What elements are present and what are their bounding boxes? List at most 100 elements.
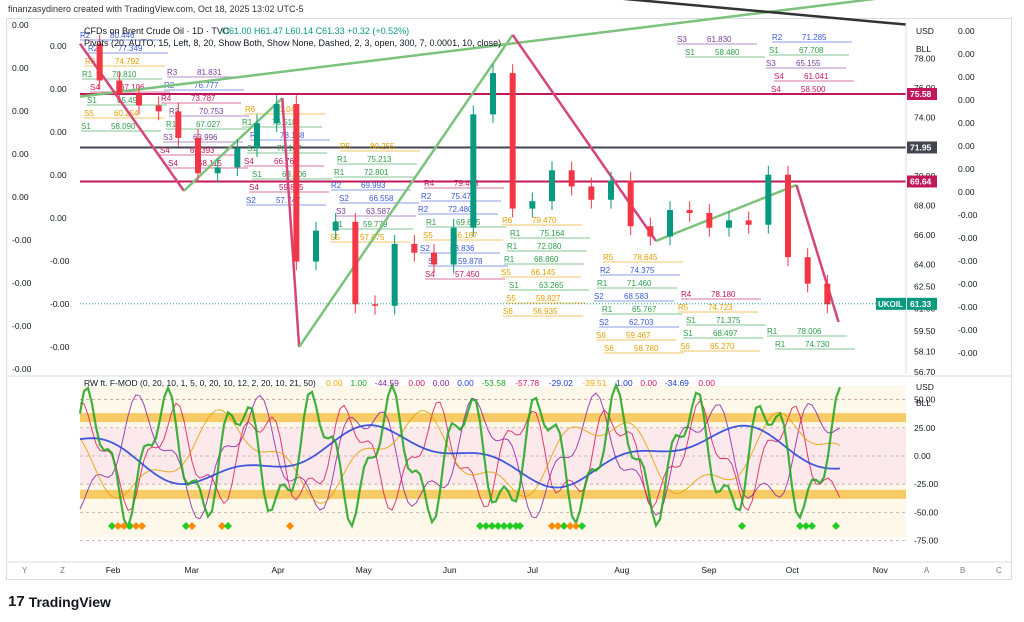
pivot-level-value: 75.164 — [540, 229, 565, 238]
candle — [136, 84, 142, 115]
oscillator-line-blue — [79, 424, 841, 489]
pivot-level-name: S4 — [244, 157, 254, 166]
pivot-level-value: 59.779 — [363, 220, 388, 229]
left-axis-label: 0.00 — [50, 127, 67, 137]
tradingview-logo: 17 TradingView — [8, 593, 111, 610]
candle-body — [509, 73, 516, 209]
left-axis-label: -0.00 — [50, 256, 70, 266]
candle-body — [824, 283, 831, 305]
pivot-level: S4 58.500 — [771, 85, 851, 95]
pivot-level: S6 58.780 — [604, 344, 684, 354]
oscillator-currency: USD — [916, 382, 934, 392]
candle-body — [686, 210, 693, 213]
pivot-level-value: 65.490 — [117, 96, 142, 105]
pivot-level-value: 57.675 — [360, 233, 385, 242]
candle — [470, 105, 477, 237]
pivot-level: S1 68.497 — [683, 329, 763, 339]
price-badge-label: 71.95 — [910, 142, 932, 152]
signal-diamond — [132, 521, 140, 530]
outer-axis-label: 0.00 — [958, 141, 975, 151]
candle — [509, 64, 516, 218]
pivot-level-value: 68.583 — [624, 292, 649, 301]
pivot-level-name: S5 — [423, 231, 433, 240]
pivot-level-name: S1 — [81, 122, 91, 131]
pivot-level: S5 66.187 — [423, 231, 503, 241]
candle-body — [411, 243, 418, 253]
pivot-level: R2 80.446 — [80, 31, 160, 41]
pivot-level-name: S2 — [599, 318, 609, 327]
pivot-level-name: R1 — [337, 155, 348, 164]
pivot-level: R4 78.180 — [681, 290, 761, 300]
candle-body — [765, 174, 772, 225]
pivot-level-value: 66.145 — [531, 268, 556, 277]
signal-diamond — [832, 521, 840, 530]
oscillator-axis-label: 50.00 — [914, 395, 936, 405]
signal-diamond — [126, 521, 134, 530]
time-axis-corner: Y — [22, 566, 28, 575]
pivot-level-value: 61.830 — [707, 35, 732, 44]
oscillator-pane: 50.00 25.00 0.00 -25.00 -50.00 -75.00 USD BLL RW… — [6, 375, 1012, 546]
outer-axis-label: 0.00 — [958, 95, 975, 105]
signal-diamond — [796, 521, 804, 530]
pivot-level: R1 75.164 — [510, 229, 590, 239]
pivot-level-value: 58.500 — [801, 85, 826, 94]
pivot-level-name: S1 — [252, 170, 262, 179]
pivot-level-name: S2 — [420, 244, 430, 253]
signal-diamond — [224, 521, 232, 530]
pivot-level-name: S3 — [677, 35, 687, 44]
pivot-level-value: 71.285 — [802, 33, 827, 42]
pivot-level-name: R2 — [418, 205, 429, 214]
candle-body — [490, 73, 496, 115]
price-badge-bg — [907, 175, 937, 188]
oscillator-legend: RW ft. F-MOD (0, 20, 10, 1, 5, 0, 20, 10… — [84, 378, 715, 388]
candle — [372, 295, 378, 315]
pivot-level-value: 75.470 — [451, 192, 476, 201]
candle-body — [568, 170, 575, 187]
pivot-level-name: S3 — [766, 59, 776, 68]
price-tick-label: 58.10 — [914, 346, 936, 356]
time-tick-label: Nov — [873, 565, 889, 575]
price-badge: 71.95 — [907, 141, 937, 154]
candle-body — [293, 104, 300, 262]
pivot-level-value: 69.665 — [456, 218, 481, 227]
pivot-level: S1 58.090 — [81, 122, 161, 132]
signal-diamond — [108, 521, 116, 530]
price-badge: 69.64 — [907, 175, 937, 188]
pivot-level-value: 65.767 — [632, 305, 657, 314]
price-tick-label: 66.00 — [914, 230, 936, 240]
signal-diamond — [566, 521, 574, 530]
candle — [490, 64, 496, 124]
pivot-level: R1 69.665 — [426, 218, 506, 228]
pivot-level: R1 75.213 — [337, 155, 417, 165]
pivot-level: S3 65.155 — [766, 59, 846, 69]
zigzag-segment — [298, 34, 514, 348]
candle-body — [372, 304, 378, 306]
pivot-level-value: 68.860 — [534, 255, 559, 264]
pivot-level-name: R4 — [161, 94, 172, 103]
pivot-level-value: 67.708 — [799, 46, 824, 55]
zoom-toggle: Z — [60, 566, 65, 575]
signal-diamond — [188, 521, 196, 530]
pivot-level: S6 65.270 — [680, 342, 760, 352]
signal-diamond — [500, 521, 508, 530]
pivot-level-value: 65.155 — [796, 59, 821, 68]
tradingview-mark-icon: 17 — [8, 593, 25, 610]
pivot-level-value: 63.265 — [539, 281, 564, 290]
outer-axis-label: 0.00 — [958, 72, 975, 82]
signal-diamond — [286, 521, 294, 530]
pivot-level: R1 65.767 — [602, 305, 682, 315]
pivot-level-name: S1 — [509, 281, 519, 290]
candle-body — [234, 148, 241, 168]
outer-axis-label: -0.00 — [958, 256, 978, 266]
oscillator-line-green — [78, 382, 842, 530]
outer-axis-label: -0.00 — [958, 325, 978, 335]
pivot-level-value: 63.996 — [193, 133, 218, 142]
pivot-level-value: 59.865 — [279, 183, 304, 192]
pivot-level-value: 79.470 — [532, 216, 557, 225]
pivot-level-name: R1 — [597, 279, 608, 288]
pivot-level: S2 66.558 — [339, 194, 419, 204]
oscillator-axis-label: -25.00 — [914, 479, 938, 489]
time-tick-label: Apr — [271, 565, 284, 575]
oscillator-value: -39.51 — [582, 378, 606, 388]
